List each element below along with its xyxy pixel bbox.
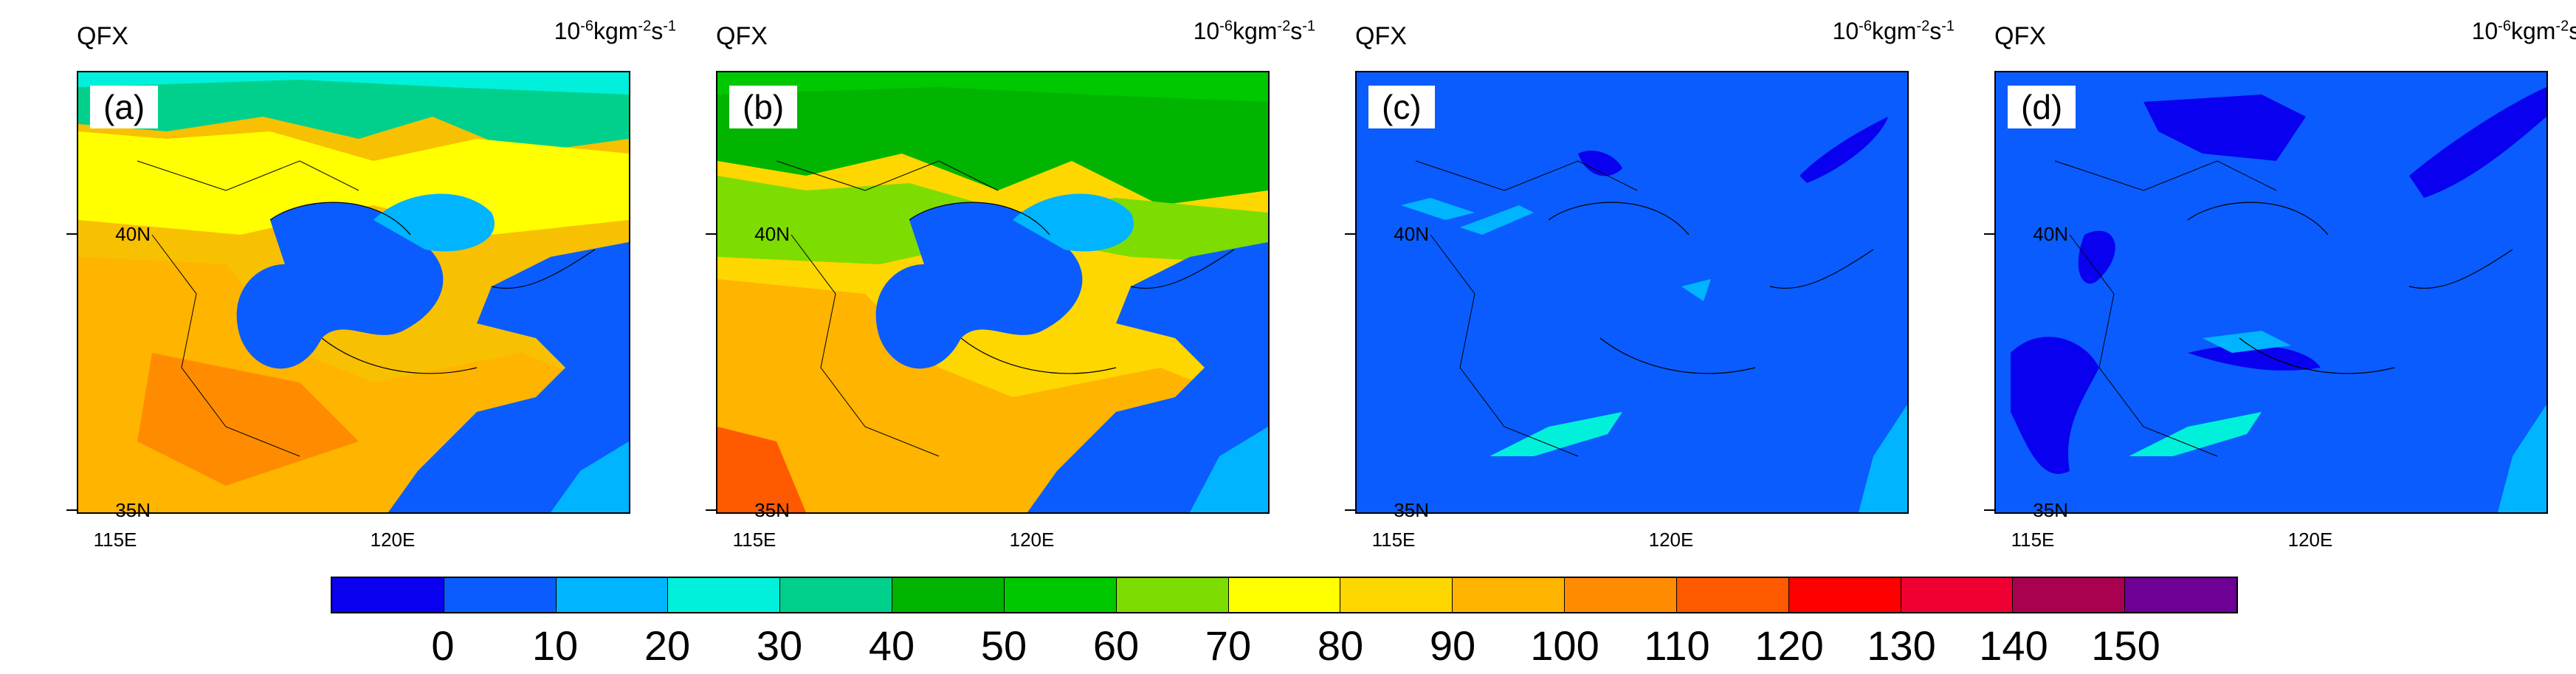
colorbar-cell (892, 578, 1005, 612)
map-area: (c) (1355, 71, 1909, 514)
lat-label-40n: 40N (115, 223, 151, 245)
unit-label: 10-6kgm-2s-1 (1832, 18, 1955, 44)
colorbar (331, 577, 2238, 613)
colorbar-cell (780, 578, 893, 612)
colorbar-tick-label: 0 (431, 622, 455, 669)
colorbar-tick-label: 10 (531, 622, 579, 669)
colorbar-cell (1676, 578, 1789, 612)
colorbar-tick-label: 100 (1530, 622, 1599, 669)
colorbar-tick-label: 80 (1317, 622, 1364, 669)
colorbar-tick-label: 60 (1092, 622, 1140, 669)
colorbar-cell (1116, 578, 1229, 612)
variable-label: QFX (1994, 22, 2046, 50)
colorbar-tick-label: 40 (868, 622, 915, 669)
colorbar-cell (556, 578, 669, 612)
colorbar-cell (332, 578, 444, 612)
map-area: (b) (716, 71, 1270, 514)
colorbar-cell (1788, 578, 1901, 612)
variable-label: QFX (77, 22, 128, 50)
map-area: (a) (77, 71, 630, 514)
map-area: (d) (1994, 71, 2548, 514)
colorbar-cell (2125, 578, 2237, 612)
panel-tag: (c) (1368, 86, 1435, 128)
colorbar-tick-label: 110 (1644, 622, 1710, 669)
colorbar-cell (1901, 578, 2014, 612)
lat-label-40n: 40N (2033, 223, 2068, 245)
colorbar-cell (1004, 578, 1117, 612)
lon-label-120e: 120E (370, 529, 416, 551)
lat-label-35n: 35N (115, 499, 151, 521)
lon-label-120e: 120E (1648, 529, 1694, 551)
colorbar-tick-label: 50 (980, 622, 1027, 669)
map-panel-a: QFX 10-6kgm-2s-1 (a) 40N 35N 115E 120E (66, 0, 712, 561)
colorbar-tick-label: 120 (1754, 622, 1824, 669)
colorbar-cell (1340, 578, 1453, 612)
lon-label-115e: 115E (93, 529, 137, 551)
lat-label-35n: 35N (2033, 499, 2068, 521)
panel-tag: (d) (2008, 86, 2076, 128)
map-panel-b: QFX 10-6kgm-2s-1 (b) 40N 35N 115E 120E (706, 0, 1351, 561)
lat-label-40n: 40N (1394, 223, 1429, 245)
panel-tag: (a) (90, 86, 159, 128)
lon-label-120e: 120E (2287, 529, 2333, 551)
colorbar-tick-label: 70 (1205, 622, 1252, 669)
colorbar-tick-label: 150 (2091, 622, 2160, 669)
map-panel-d: QFX 10-6kgm-2s-1 (d) 40N 35N 115E 120E (1984, 0, 2576, 561)
lon-label-115e: 115E (732, 529, 776, 551)
lon-label-115e: 115E (2011, 529, 2055, 551)
colorbar-cell (1565, 578, 1677, 612)
colorbar-tick-label: 130 (1867, 622, 1936, 669)
lat-label-35n: 35N (754, 499, 790, 521)
lat-label-40n: 40N (754, 223, 790, 245)
colorbar-cell (668, 578, 781, 612)
unit-label: 10-6kgm-2s-1 (554, 18, 676, 44)
colorbar-cell (444, 578, 557, 612)
colorbar-tick-label: 20 (644, 622, 691, 669)
variable-label: QFX (1355, 22, 1407, 50)
colorbar-cell (2013, 578, 2126, 612)
panel-tag: (b) (729, 86, 798, 128)
colorbar-tick-label: 30 (756, 622, 803, 669)
lat-label-35n: 35N (1394, 499, 1429, 521)
colorbar-cell (1228, 578, 1341, 612)
colorbar-tick-label: 90 (1429, 622, 1476, 669)
unit-label: 10-6kgm-2s-1 (2471, 18, 2576, 44)
lon-label-115e: 115E (1371, 529, 1416, 551)
unit-label: 10-6kgm-2s-1 (1193, 18, 1315, 44)
colorbar-tick-label: 140 (1979, 622, 2048, 669)
map-panel-c: QFX 10-6kgm-2s-1 (c) 40N 35N 115E 120E (1345, 0, 1990, 561)
variable-label: QFX (716, 22, 768, 50)
colorbar-cell (1453, 578, 1566, 612)
lon-label-120e: 120E (1009, 529, 1055, 551)
